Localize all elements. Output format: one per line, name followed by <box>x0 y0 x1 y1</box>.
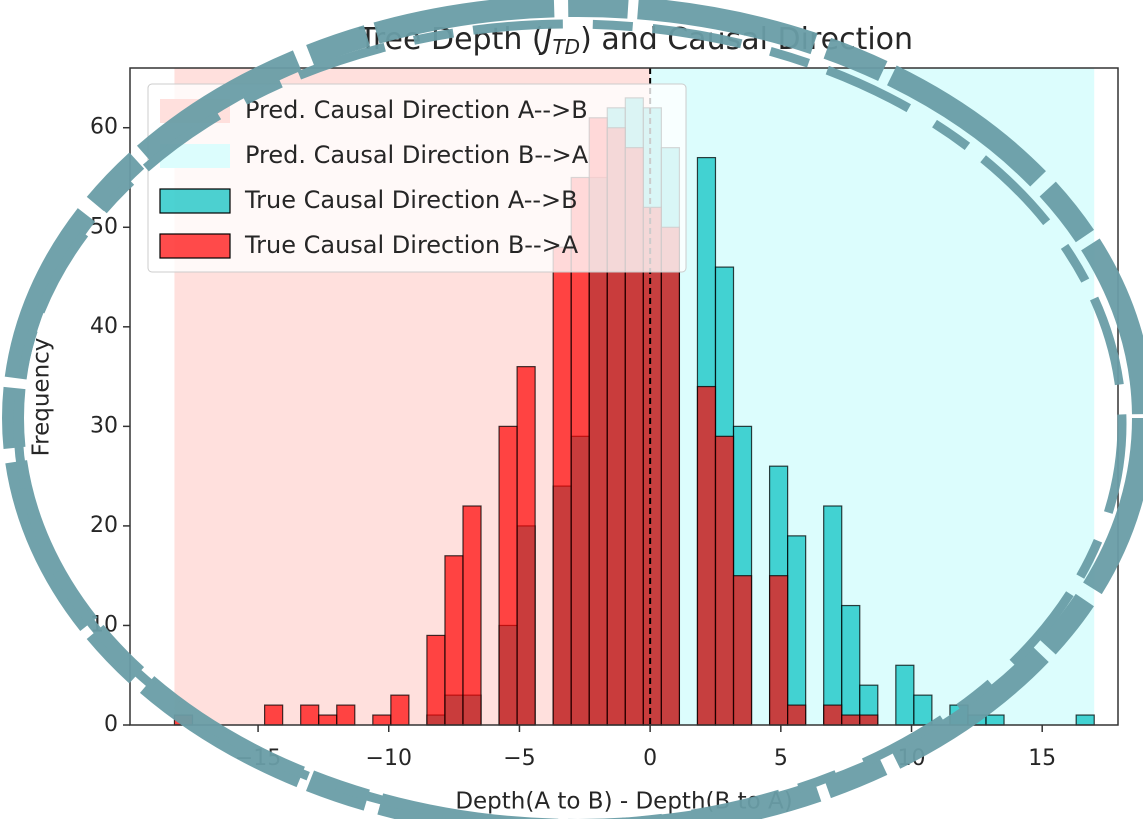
y-tick-label: 0 <box>104 712 118 737</box>
histogram-bar <box>643 207 661 725</box>
histogram-bar <box>770 576 788 725</box>
legend-label: True Causal Direction B-->A <box>244 231 579 259</box>
histogram-bar <box>842 606 860 725</box>
histogram-bar <box>715 436 733 725</box>
y-tick-label: 40 <box>90 314 118 339</box>
histogram-bar <box>788 705 806 725</box>
histogram-bar <box>860 715 878 725</box>
histogram-bar <box>824 705 842 725</box>
histogram-bar <box>661 227 679 725</box>
histogram-bar <box>373 715 391 725</box>
histogram-bar <box>463 506 481 725</box>
histogram-bar <box>788 536 806 725</box>
x-tick-label: 0 <box>643 746 657 771</box>
y-tick-label: 60 <box>90 115 118 140</box>
y-tick-label: 20 <box>90 513 118 538</box>
histogram-bar <box>842 715 860 725</box>
legend-swatch <box>160 234 230 258</box>
histogram-bar <box>697 387 715 725</box>
y-axis-label: Frequency <box>29 338 55 457</box>
chart: Tree Depth (JTD) and Causal Direction De… <box>0 0 1143 819</box>
histogram-bar <box>499 426 517 725</box>
title-subscript: TD <box>552 35 580 59</box>
histogram-bar <box>1076 715 1094 725</box>
histogram-bar <box>337 705 355 725</box>
legend-label: Pred. Causal Direction B-->A <box>245 141 589 169</box>
histogram-bar <box>301 705 319 725</box>
histogram-bar <box>265 705 283 725</box>
histogram-bar <box>986 715 1004 725</box>
y-tick-label: 30 <box>90 413 118 438</box>
histogram-bar <box>517 367 535 725</box>
histogram-bar <box>427 635 445 725</box>
legend-label: True Causal Direction A-->B <box>244 186 578 214</box>
x-tick-label: −10 <box>366 746 412 771</box>
histogram-bar <box>914 695 932 725</box>
legend: Pred. Causal Direction A-->B Pred. Causal… <box>148 84 686 272</box>
x-tick-label: 5 <box>774 746 788 771</box>
histogram-bar <box>319 715 337 725</box>
legend-label: Pred. Causal Direction A-->B <box>245 96 588 124</box>
histogram-bar <box>734 576 752 725</box>
histogram-bar <box>896 665 914 725</box>
histogram-bar <box>391 695 409 725</box>
x-tick-label: −5 <box>503 746 535 771</box>
histogram-bar <box>445 556 463 725</box>
histogram-bar <box>824 506 842 725</box>
x-tick-label: 15 <box>1028 746 1056 771</box>
y-tick-label: 50 <box>90 214 118 239</box>
legend-swatch <box>160 189 230 213</box>
histogram-bar <box>553 247 571 725</box>
